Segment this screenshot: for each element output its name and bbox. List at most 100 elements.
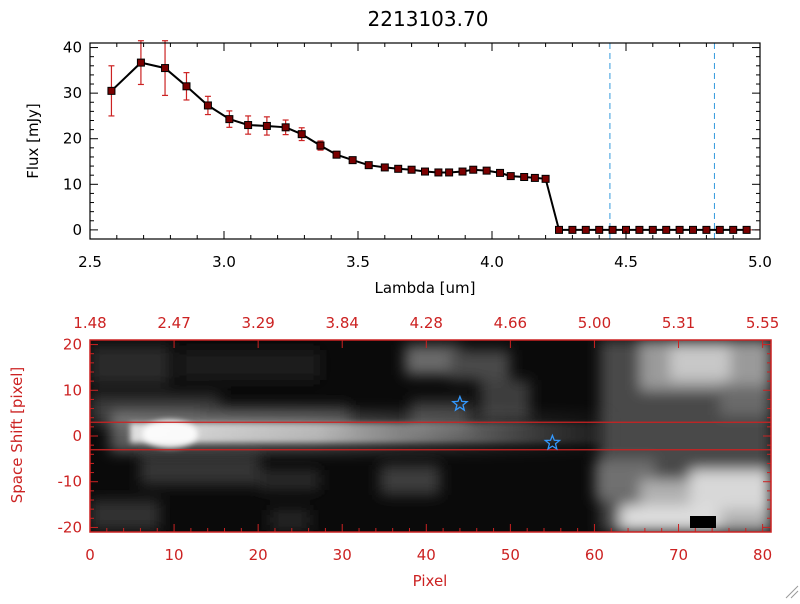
data-point [742, 225, 751, 234]
data-point [244, 121, 253, 130]
x-tick-label: 70 [669, 546, 688, 564]
x-tick-label: 60 [585, 546, 604, 564]
x-tick-label: 2.5 [78, 253, 102, 271]
data-point [581, 225, 590, 234]
data-point [608, 225, 617, 234]
data-point [394, 164, 403, 173]
extraction-band [90, 421, 771, 451]
y-tick-label: 10 [63, 381, 82, 399]
top-tick-label: 4.28 [410, 314, 443, 332]
data-point [675, 225, 684, 234]
data-point [496, 168, 505, 177]
x-tick-label: 4.5 [614, 253, 638, 271]
y-tick-label: 40 [63, 39, 82, 57]
spectrum-x-label: Lambda [um] [375, 279, 476, 297]
top-tick-label: 4.66 [494, 314, 527, 332]
data-point [506, 172, 515, 181]
top-tick-label: 2.47 [157, 314, 190, 332]
data-point [662, 225, 671, 234]
image-wavelength-ticks: 1.48 2.47 3.29 3.84 4.28 4.66 5.00 5.31 5.55 [73, 314, 779, 348]
x-tick-label: 50 [501, 546, 520, 564]
x-tick-label: 10 [165, 546, 184, 564]
data-point [348, 156, 357, 165]
x-tick-label: 4.0 [480, 253, 504, 271]
data-point [568, 225, 577, 234]
data-point [380, 163, 389, 172]
image-y-ticks: -20 -10 0 10 20 [58, 336, 771, 536]
x-tick-label: 80 [753, 546, 772, 564]
data-point [482, 166, 491, 175]
source-markers [451, 394, 562, 451]
reference-lines [609, 43, 715, 239]
x-tick-label: 3.5 [346, 253, 370, 271]
image-black-patch [690, 516, 716, 528]
image-x-label: Pixel [413, 572, 448, 590]
x-tick-label: 30 [333, 546, 352, 564]
data-point [702, 225, 711, 234]
data-point [635, 225, 644, 234]
y-tick-label: 10 [63, 175, 82, 193]
y-tick-label: 0 [72, 427, 82, 445]
data-point [595, 225, 604, 234]
data-point [364, 161, 373, 170]
data-point [161, 64, 170, 73]
data-point [297, 130, 306, 139]
y-tick-label: 30 [63, 84, 82, 102]
data-point [203, 101, 212, 110]
data-point [281, 123, 290, 132]
spectrum-line [110, 61, 747, 231]
data-point [445, 168, 454, 177]
data-point [182, 82, 191, 91]
data-point [136, 58, 145, 67]
spectrum-y-ticks: 0 10 20 30 40 [63, 39, 760, 239]
data-point [262, 121, 271, 130]
top-tick-label: 5.55 [746, 314, 779, 332]
y-tick-label: 20 [63, 130, 82, 148]
data-point [107, 86, 116, 95]
data-point [555, 225, 563, 234]
data-point [530, 173, 539, 182]
star-marker [451, 394, 469, 412]
x-tick-label: 40 [417, 546, 436, 564]
data-point [332, 150, 341, 159]
data-point [541, 174, 550, 183]
y-tick-label: -10 [58, 473, 83, 491]
data-point [458, 167, 467, 176]
top-tick-label: 5.31 [662, 314, 695, 332]
data-point [729, 225, 738, 234]
top-tick-label: 1.48 [73, 314, 106, 332]
y-tick-label: -20 [58, 518, 83, 536]
spectral-trace [110, 412, 610, 452]
x-tick-label: 3.0 [212, 253, 236, 271]
image-y-label: Space Shift [pixel] [8, 367, 26, 504]
data-point [715, 225, 724, 234]
y-tick-label: 0 [72, 221, 82, 239]
resize-grip-icon [785, 585, 799, 599]
spectrum-plot-frame [89, 42, 761, 240]
spectrum-y-label: Flux [mJy] [24, 103, 42, 179]
y-tick-label: 20 [63, 336, 82, 354]
data-point [648, 225, 657, 234]
top-tick-label: 3.84 [326, 314, 359, 332]
x-tick-label: 0 [85, 546, 95, 564]
x-tick-label: 20 [249, 546, 268, 564]
spectrum-series [107, 40, 760, 234]
data-point [689, 225, 697, 234]
spectrum-x-ticks: 2.5 3.0 3.5 4.0 4.5 5.0 [78, 43, 772, 271]
top-tick-label: 5.00 [578, 314, 611, 332]
image-x-ticks: 0 10 20 30 40 50 60 70 80 [85, 524, 772, 564]
data-point [421, 167, 429, 176]
spectrum-title: 2213103.70 [368, 7, 489, 31]
data-point [469, 165, 478, 174]
spectral-image [90, 340, 771, 532]
x-tick-label: 5.0 [748, 253, 772, 271]
data-point [520, 173, 529, 182]
data-point [434, 168, 443, 177]
top-tick-label: 3.29 [241, 314, 274, 332]
data-point [316, 141, 325, 150]
star-marker [543, 433, 562, 451]
data-point [225, 115, 234, 124]
data-point [407, 165, 416, 174]
